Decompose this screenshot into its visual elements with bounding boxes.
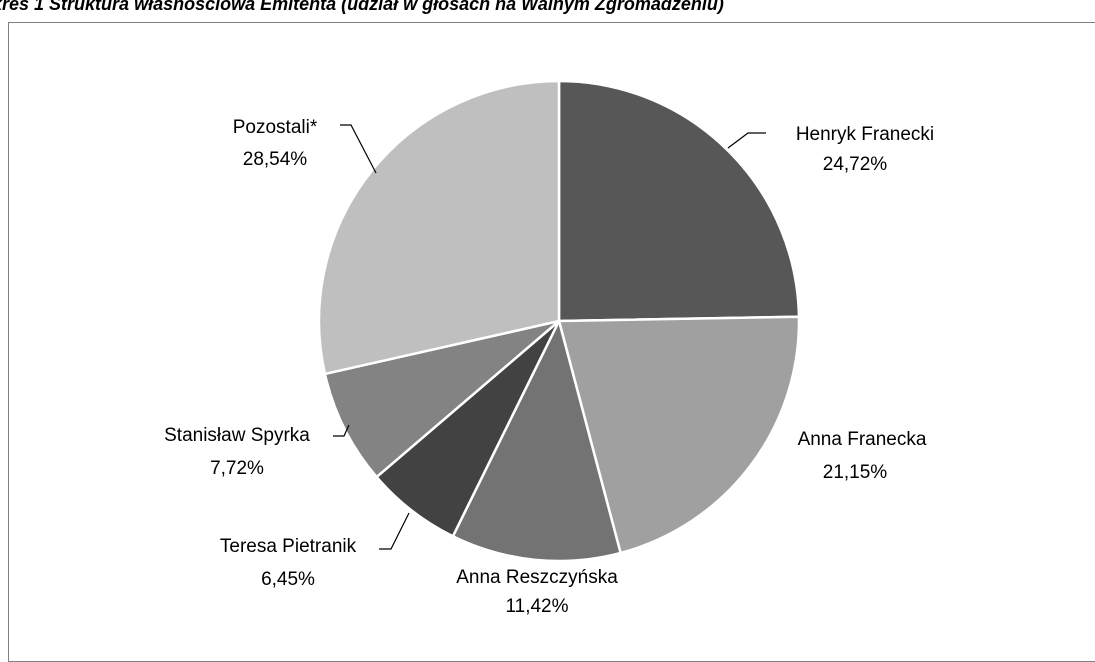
chart-title: kres 1 Struktura własnościowa Emitenta (…	[0, 0, 724, 14]
pie-slice-henryk-franecki	[557, 79, 801, 323]
pie-slice-anna-reszczynska	[451, 319, 622, 563]
slice-value-stanislaw-spyrka: 7,72%	[210, 458, 264, 479]
pie-slice-pozostali	[317, 79, 561, 376]
pie-chart: Henryk Franecki 24,72% Anna Franecka 21,…	[164, 79, 934, 617]
pie-slice-stanislaw-spyrka	[323, 319, 561, 479]
pie-slices	[317, 79, 801, 563]
slice-value-pozostali: 28,54%	[243, 149, 308, 170]
leader-line-henryk-franecki	[727, 132, 766, 149]
leader-line-pozostali	[340, 124, 377, 174]
slice-value-anna-franecka: 21,15%	[823, 462, 888, 483]
slice-value-henryk-franecki: 24,72%	[823, 154, 888, 175]
leader-lines	[333, 124, 766, 550]
slice-label-anna-reszczynska: Anna Reszczyńska	[456, 567, 618, 588]
slice-label-henryk-franecki: Henryk Franecki	[796, 124, 934, 145]
pie-slice-anna-franecka	[557, 315, 801, 555]
leader-line-stanislaw-spyrka	[333, 424, 350, 437]
slice-value-teresa-pietranik: 6,45%	[261, 569, 315, 590]
leader-line-teresa-pietranik	[379, 512, 410, 550]
slice-value-anna-reszczynska: 11,42%	[505, 596, 568, 617]
slice-label-teresa-pietranik: Teresa Pietranik	[220, 536, 357, 557]
slice-label-stanislaw-spyrka: Stanisław Spyrka	[164, 425, 310, 446]
slice-label-anna-franecka: Anna Franecka	[798, 429, 927, 450]
slice-label-pozostali: Pozostali*	[233, 117, 318, 138]
